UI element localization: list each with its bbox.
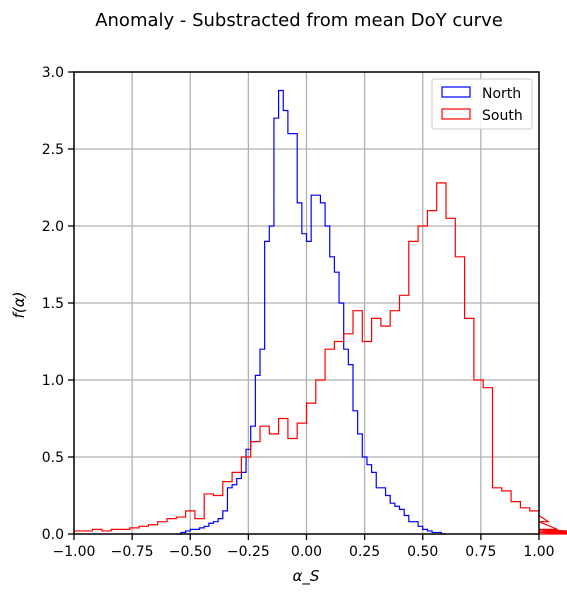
y-tick-label: 3.0 (42, 65, 64, 81)
x-axis-label: α_S (293, 567, 320, 586)
chart-title: Anomaly - Substracted from mean DoY curv… (95, 10, 503, 31)
x-tick-label: 0.50 (407, 544, 438, 560)
x-tick-label: −1.00 (53, 544, 96, 560)
histogram-south (74, 183, 567, 534)
y-axis-label: f(α) (10, 292, 28, 319)
x-tick-label: −0.75 (111, 544, 154, 560)
data-series (74, 90, 567, 534)
x-tick-label: 0.25 (349, 544, 380, 560)
y-tick-label: 1.0 (42, 373, 64, 389)
grid-lines (74, 72, 539, 534)
ticks: −1.00 −0.75 −0.50 −0.25 0.00 0.25 0.50 0.75 1.00… (42, 65, 555, 560)
x-tick-label: −0.50 (169, 544, 212, 560)
x-tick-label: 0.75 (465, 544, 496, 560)
y-tick-label: 2.5 (42, 142, 64, 158)
y-tick-label: 0.5 (42, 450, 64, 466)
x-tick-label: 1.00 (523, 544, 554, 560)
legend: North South (432, 79, 532, 129)
legend-label-south: South (482, 108, 523, 124)
x-tick-label: −0.25 (227, 544, 270, 560)
y-tick-label: 1.5 (42, 296, 64, 312)
histogram-north (176, 90, 446, 534)
y-tick-label: 2.0 (42, 219, 64, 235)
x-tick-label: 0.00 (291, 544, 322, 560)
y-tick-label: 0.0 (42, 527, 64, 543)
legend-label-north: North (482, 86, 521, 102)
